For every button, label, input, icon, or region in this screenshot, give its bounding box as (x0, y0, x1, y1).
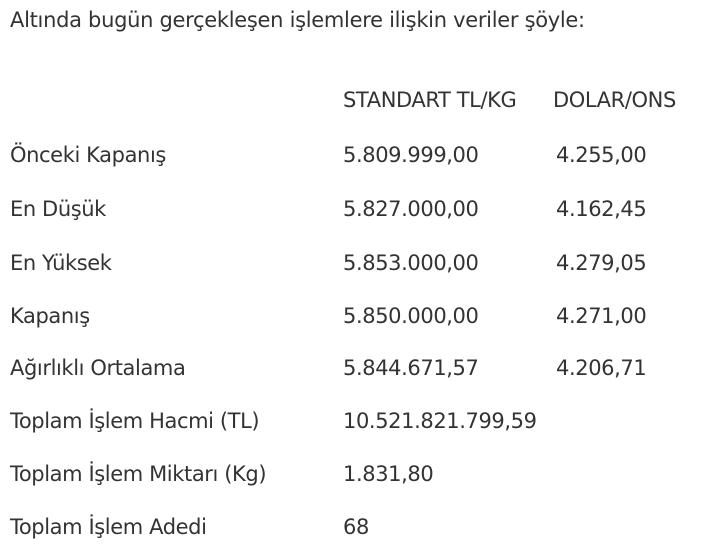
dolar-ons-value: 4.206,71 (556, 356, 647, 380)
row-label: Toplam İşlem Miktarı (Kg) (10, 462, 267, 486)
intro-text: Altında bugün gerçekleşen işlemlere iliş… (10, 8, 585, 32)
row-label: Kapanış (10, 304, 90, 328)
tl-kg-value: 5.853.000,00 (343, 251, 479, 275)
table-row: En Yüksek 5.853.000,00 4.279,05 (0, 251, 721, 285)
header-standart-tl-kg: STANDART TL/KG (343, 88, 517, 112)
table-row: Toplam İşlem Hacmi (TL) 10.521.821.799,59 (0, 409, 721, 443)
row-label: Önceki Kapanış (10, 143, 166, 167)
tl-kg-value: 10.521.821.799,59 (343, 409, 537, 433)
tl-kg-value: 68 (343, 515, 369, 539)
tl-kg-value: 5.827.000,00 (343, 197, 479, 221)
dolar-ons-value: 4.279,05 (556, 251, 647, 275)
dolar-ons-value: 4.255,00 (556, 143, 647, 167)
header-dolar-ons: DOLAR/ONS (553, 88, 676, 112)
row-label: En Düşük (10, 197, 106, 221)
row-label: En Yüksek (10, 251, 112, 275)
tl-kg-value: 5.809.999,00 (343, 143, 479, 167)
table-row: Önceki Kapanış 5.809.999,00 4.255,00 (0, 143, 721, 177)
dolar-ons-value: 4.162,45 (556, 197, 647, 221)
table-row: En Düşük 5.827.000,00 4.162,45 (0, 197, 721, 231)
table-row: Toplam İşlem Miktarı (Kg) 1.831,80 (0, 462, 721, 496)
table-row: Toplam İşlem Adedi 68 (0, 515, 721, 549)
table-header-row: STANDART TL/KG DOLAR/ONS (0, 88, 721, 122)
tl-kg-value: 5.850.000,00 (343, 304, 479, 328)
row-label: Toplam İşlem Hacmi (TL) (10, 409, 260, 433)
tl-kg-value: 1.831,80 (343, 462, 434, 486)
row-label: Toplam İşlem Adedi (10, 515, 207, 539)
table-row: Kapanış 5.850.000,00 4.271,00 (0, 304, 721, 338)
dolar-ons-value: 4.271,00 (556, 304, 647, 328)
tl-kg-value: 5.844.671,57 (343, 356, 479, 380)
row-label: Ağırlıklı Ortalama (10, 356, 186, 380)
table-row: Ağırlıklı Ortalama 5.844.671,57 4.206,71 (0, 356, 721, 390)
